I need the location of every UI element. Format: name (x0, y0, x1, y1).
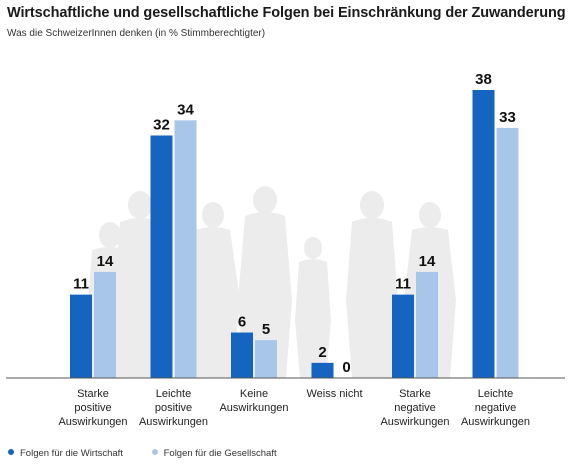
value-label-gesellschaft-4: 14 (419, 253, 436, 270)
bar-wirtschaft-5 (472, 90, 495, 378)
bar-wirtschaft-2 (231, 332, 253, 378)
value-label-gesellschaft-1: 34 (177, 101, 194, 118)
value-label-gesellschaft-2: 5 (262, 321, 270, 338)
x-tick-labels-layer: Starke positive Auswirkungen Leichte positiv… (58, 388, 530, 428)
value-label-gesellschaft-0: 14 (97, 253, 114, 270)
bar-gesellschaft-0 (94, 271, 116, 378)
bar-chart: 11 14 32 34 6 5 20 11 14 38 33 Starke positive Auswi… (6, 71, 565, 428)
value-label-gesellschaft-5: 33 (499, 109, 516, 126)
bar-wirtschaft-1 (150, 135, 173, 378)
legend-label-wirtschaft: Folgen für die Wirtschaft (20, 448, 123, 459)
x-tick-label-3: Weiss nicht (306, 388, 362, 400)
legend-item-gesellschaft: Folgen für die Gesellschaft (151, 448, 277, 459)
value-label-wirtschaft-0: 11 (73, 276, 89, 293)
bar-gesellschaft-2 (255, 340, 277, 378)
bar-wirtschaft-3 (311, 362, 334, 378)
chart-title: Wirtschaftliche und gesellschaftliche Fo… (7, 5, 566, 21)
bar-gesellschaft-4 (416, 271, 438, 378)
x-tick-label-2: Keine Auswirkungen (219, 388, 288, 414)
legend-item-wirtschaft: Folgen für die Wirtschaft (8, 448, 123, 459)
value-label-gesellschaft-3: 0 (342, 359, 350, 376)
legend: Folgen für die Wirtschaft Folgen für die… (8, 448, 303, 459)
legend-label-gesellschaft: Folgen für die Gesellschaft (163, 448, 277, 459)
bar-gesellschaft-5 (496, 127, 519, 378)
value-label-wirtschaft-1: 32 (153, 116, 170, 133)
bar-wirtschaft-0 (70, 294, 92, 378)
value-label-wirtschaft-2: 6 (238, 314, 246, 331)
value-label-wirtschaft-4: 11 (395, 276, 411, 293)
legend-swatch-gesellschaft (151, 449, 158, 456)
x-tick-label-1: Leichte positive Auswirkungen (139, 388, 208, 428)
value-labels-layer: 11 14 32 34 6 5 20 11 14 38 33 (73, 71, 516, 376)
x-tick-label-5: Leichte negative Auswirkungen (461, 388, 530, 428)
bars-layer (70, 90, 519, 378)
legend-swatch-wirtschaft (8, 449, 14, 456)
value-label-wirtschaft-3: 2 (318, 344, 326, 361)
bar-gesellschaft-1 (174, 120, 197, 378)
background-silhouettes (86, 186, 456, 378)
bar-wirtschaft-4 (392, 294, 414, 378)
x-tick-label-4: Starke negative Auswirkungen (380, 388, 449, 428)
chart-subtitle: Was die SchweizerInnen denken (in % Stim… (7, 28, 266, 39)
x-tick-label-0: Starke positive Auswirkungen (58, 388, 127, 428)
value-label-wirtschaft-5: 38 (475, 71, 492, 88)
